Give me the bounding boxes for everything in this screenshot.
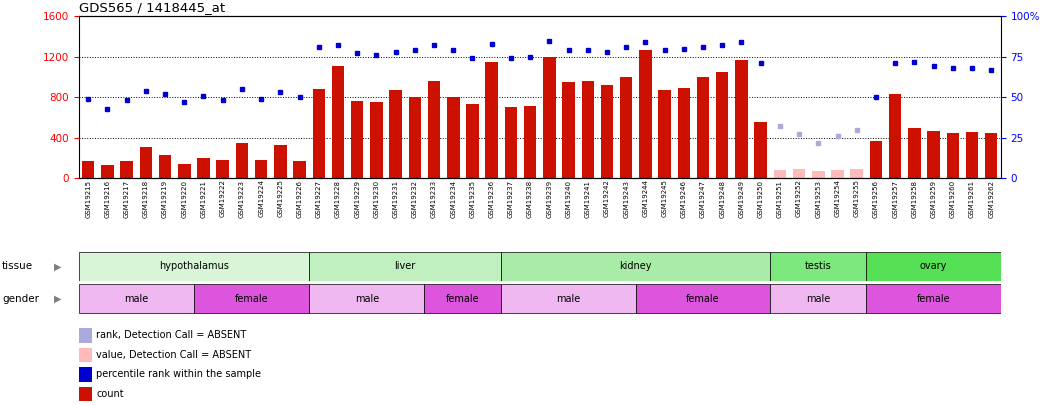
Bar <box>390 90 401 178</box>
Text: testis: testis <box>805 261 832 271</box>
Bar <box>102 165 113 178</box>
Bar <box>197 158 210 178</box>
Text: hypothalamus: hypothalamus <box>159 261 228 271</box>
Bar <box>870 141 882 178</box>
Bar <box>770 284 867 313</box>
Bar <box>178 164 191 178</box>
Bar <box>851 169 863 178</box>
Text: male: male <box>806 294 830 304</box>
Bar <box>909 128 920 178</box>
Text: value, Detection Call = ABSENT: value, Detection Call = ABSENT <box>96 350 252 360</box>
Bar <box>524 107 537 178</box>
Bar <box>501 252 770 281</box>
Bar <box>812 171 825 178</box>
Bar <box>697 77 709 178</box>
Bar <box>636 284 770 313</box>
Bar <box>309 252 501 281</box>
Bar <box>485 62 498 178</box>
Bar <box>312 89 325 178</box>
Bar <box>543 57 555 178</box>
Bar <box>831 170 844 178</box>
Text: male: male <box>556 294 581 304</box>
Bar <box>466 104 479 178</box>
Text: female: female <box>235 294 268 304</box>
Bar <box>658 90 671 178</box>
Bar <box>620 77 632 178</box>
Bar <box>946 133 959 178</box>
Bar <box>639 49 652 178</box>
Bar <box>563 82 574 178</box>
Text: ▶: ▶ <box>53 294 62 304</box>
Text: count: count <box>96 389 124 399</box>
Text: ovary: ovary <box>920 261 947 271</box>
Bar <box>79 252 309 281</box>
Bar <box>867 252 1001 281</box>
Bar <box>736 60 747 178</box>
Bar <box>447 97 459 178</box>
Bar <box>121 161 133 178</box>
Text: female: female <box>917 294 951 304</box>
Bar <box>716 72 728 178</box>
Bar <box>889 94 901 178</box>
Bar <box>770 252 867 281</box>
Bar <box>332 66 344 178</box>
Bar <box>428 81 440 178</box>
Text: percentile rank within the sample: percentile rank within the sample <box>96 369 261 379</box>
Text: kidney: kidney <box>619 261 652 271</box>
Bar <box>82 161 94 178</box>
Bar <box>370 102 383 178</box>
Bar <box>293 161 306 178</box>
Bar <box>755 122 767 178</box>
Text: rank, Detection Call = ABSENT: rank, Detection Call = ABSENT <box>96 330 246 340</box>
Text: ▶: ▶ <box>53 261 62 271</box>
Bar <box>309 284 424 313</box>
Bar <box>275 145 286 178</box>
Text: female: female <box>686 294 720 304</box>
Bar <box>351 101 364 178</box>
Bar <box>867 284 1001 313</box>
Text: liver: liver <box>395 261 416 271</box>
Bar <box>194 284 309 313</box>
Bar <box>678 88 690 178</box>
Bar <box>773 170 786 178</box>
Bar <box>79 284 194 313</box>
Bar <box>985 133 998 178</box>
Text: gender: gender <box>2 294 39 304</box>
Bar <box>601 85 613 178</box>
Text: male: male <box>354 294 379 304</box>
Bar <box>424 284 501 313</box>
Bar <box>966 132 978 178</box>
Bar <box>236 143 248 178</box>
Bar <box>582 81 594 178</box>
Bar <box>255 160 267 178</box>
Bar <box>793 169 805 178</box>
Bar <box>217 160 228 178</box>
Bar <box>501 284 636 313</box>
Bar <box>409 97 421 178</box>
Text: female: female <box>446 294 480 304</box>
Bar <box>139 147 152 178</box>
Text: male: male <box>124 294 149 304</box>
Bar <box>159 155 171 178</box>
Text: GDS565 / 1418445_at: GDS565 / 1418445_at <box>79 1 224 14</box>
Bar <box>927 130 940 178</box>
Text: tissue: tissue <box>2 261 34 271</box>
Bar <box>505 107 517 178</box>
